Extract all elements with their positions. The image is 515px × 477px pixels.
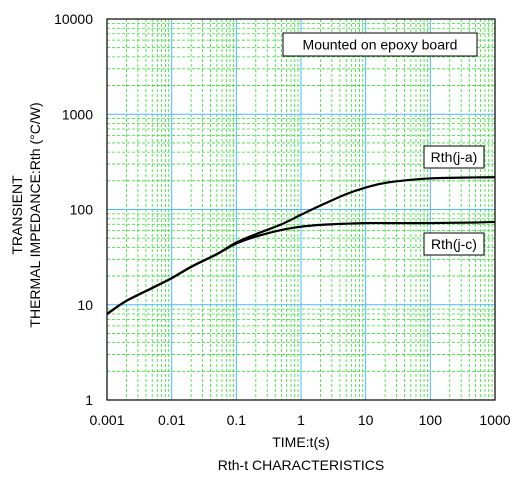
series-line-rth-j-c (106, 220, 496, 315)
y-tick-labels: 1 10 100 1000 10000 (54, 11, 93, 408)
series-label-box-rth-ja (423, 145, 485, 169)
annotation-text: Mounted on epoxy board (303, 37, 458, 53)
curves (106, 176, 496, 315)
y-axis-title-line1: TRANSIENT (9, 175, 25, 255)
x-tick-labels: 0.001 0.01 0.1 1 10 100 1000 (89, 412, 510, 428)
x-tick-label: 0.1 (227, 412, 247, 428)
y-tick-label: 1 (85, 392, 93, 408)
x-axis-title: TIME:t(s) (272, 434, 330, 450)
x-tick-label: 100 (419, 412, 443, 428)
x-tick-label: 0.01 (158, 412, 185, 428)
chart-caption: Rth-t CHARACTERISTICS (218, 457, 384, 473)
plot-frame (106, 18, 496, 401)
y-tick-label: 10000 (54, 11, 93, 27)
y-tick-label: 1000 (62, 106, 93, 122)
x-tick-label: 1000 (479, 412, 510, 428)
annotation-box (282, 32, 478, 57)
x-tick-label: 1 (297, 412, 305, 428)
y-axis-title-line2: THERMAL IMPEDANCE:Rth (°C/W) (27, 102, 43, 327)
series-label-box-rth-jc (423, 232, 485, 256)
y-tick-label: 100 (70, 202, 94, 218)
y-tick-label: 10 (77, 297, 93, 313)
series-label-rth-ja: Rth(j-a) (431, 149, 478, 165)
x-tick-label: 10 (358, 412, 374, 428)
series-label-rth-jc: Rth(j-c) (431, 236, 477, 252)
major-grid (107, 19, 495, 400)
x-tick-label: 0.001 (89, 412, 124, 428)
